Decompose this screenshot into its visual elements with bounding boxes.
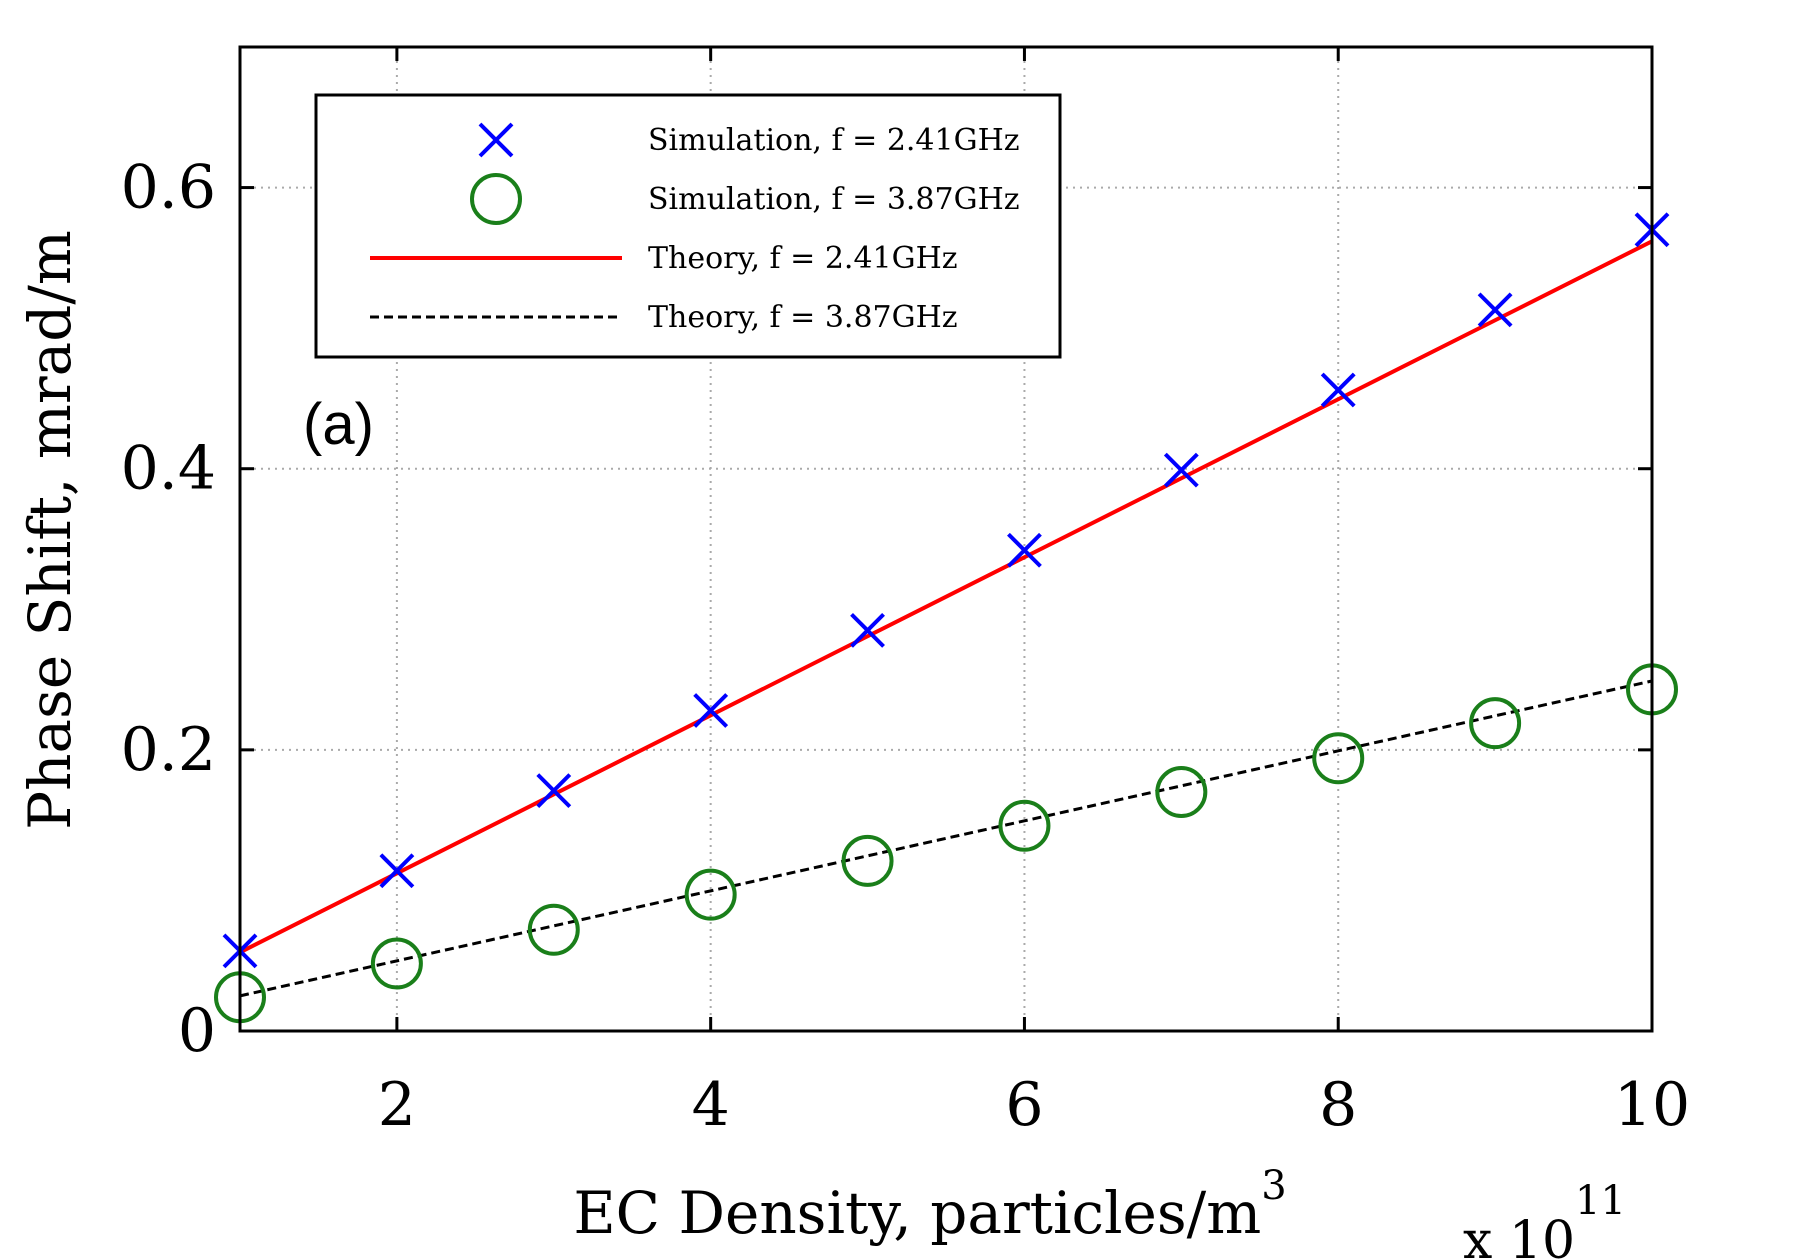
x-axis-multiplier: x 1011	[1463, 1178, 1626, 1260]
x-tick-label: 6	[1005, 1070, 1043, 1140]
legend-marker-x	[478, 122, 514, 158]
tick-labels: 2 4 6 8 10 0 0.2 0.4 0.6	[121, 153, 1691, 1140]
legend-label: Theory, f = 3.87GHz	[648, 300, 958, 335]
data-point-x	[1477, 292, 1513, 328]
y-tick-label: 0.2	[121, 715, 216, 785]
axes-frame	[238, 45, 1654, 1033]
y-tick-label: 0.4	[121, 434, 216, 504]
legend-label: Simulation, f = 2.41GHz	[648, 123, 1020, 158]
theory-line-2.41ghz	[239, 239, 1653, 955]
data-point-x	[1320, 372, 1356, 408]
data-point-x	[1163, 452, 1199, 488]
theory-line-3.87ghz	[239, 679, 1653, 998]
data-point-circle	[527, 903, 580, 956]
ticks	[240, 47, 1654, 1033]
x-tick-label: 2	[378, 1070, 416, 1140]
panel-annotation: (a)	[303, 392, 374, 457]
legend-item: Simulation, f = 3.87GHz	[470, 173, 1020, 225]
data-point-circle	[1155, 766, 1208, 819]
data-point-x	[536, 773, 572, 809]
legend-item: Theory, f = 2.41GHz	[370, 241, 958, 276]
data-point-circle	[1312, 732, 1365, 785]
x-tick-label: 10	[1614, 1070, 1690, 1140]
legend: Simulation, f = 2.41GHz Simulation, f = 3…	[314, 93, 1062, 359]
data-point-circle	[841, 834, 894, 887]
x-tick-label: 8	[1319, 1070, 1357, 1140]
legend-label: Simulation, f = 3.87GHz	[648, 182, 1020, 217]
data-point-circle	[998, 799, 1051, 852]
y-tick-label: 0	[178, 996, 216, 1066]
legend-box	[314, 93, 1062, 359]
x-axis-label: EC Density, particles/m3	[573, 1163, 1286, 1247]
data-point-x	[850, 612, 885, 648]
legend-item: Theory, f = 3.87GHz	[370, 300, 958, 335]
y-axis-label: Phase Shift, mrad/m	[16, 230, 84, 830]
y-tick-label: 0.6	[121, 153, 216, 223]
plot-area	[214, 212, 1678, 1024]
data-point-x	[1007, 532, 1042, 568]
legend-marker-circle	[470, 173, 522, 225]
data-point-circle	[1469, 697, 1522, 750]
data-point-x	[379, 853, 415, 889]
legend-label: Theory, f = 2.41GHz	[648, 241, 958, 276]
x-tick-label: 4	[692, 1070, 730, 1140]
data-point-circle	[370, 937, 423, 990]
data-point-circle	[684, 868, 737, 921]
legend-item: Simulation, f = 2.41GHz	[478, 122, 1020, 158]
data-point-x	[693, 693, 729, 728]
